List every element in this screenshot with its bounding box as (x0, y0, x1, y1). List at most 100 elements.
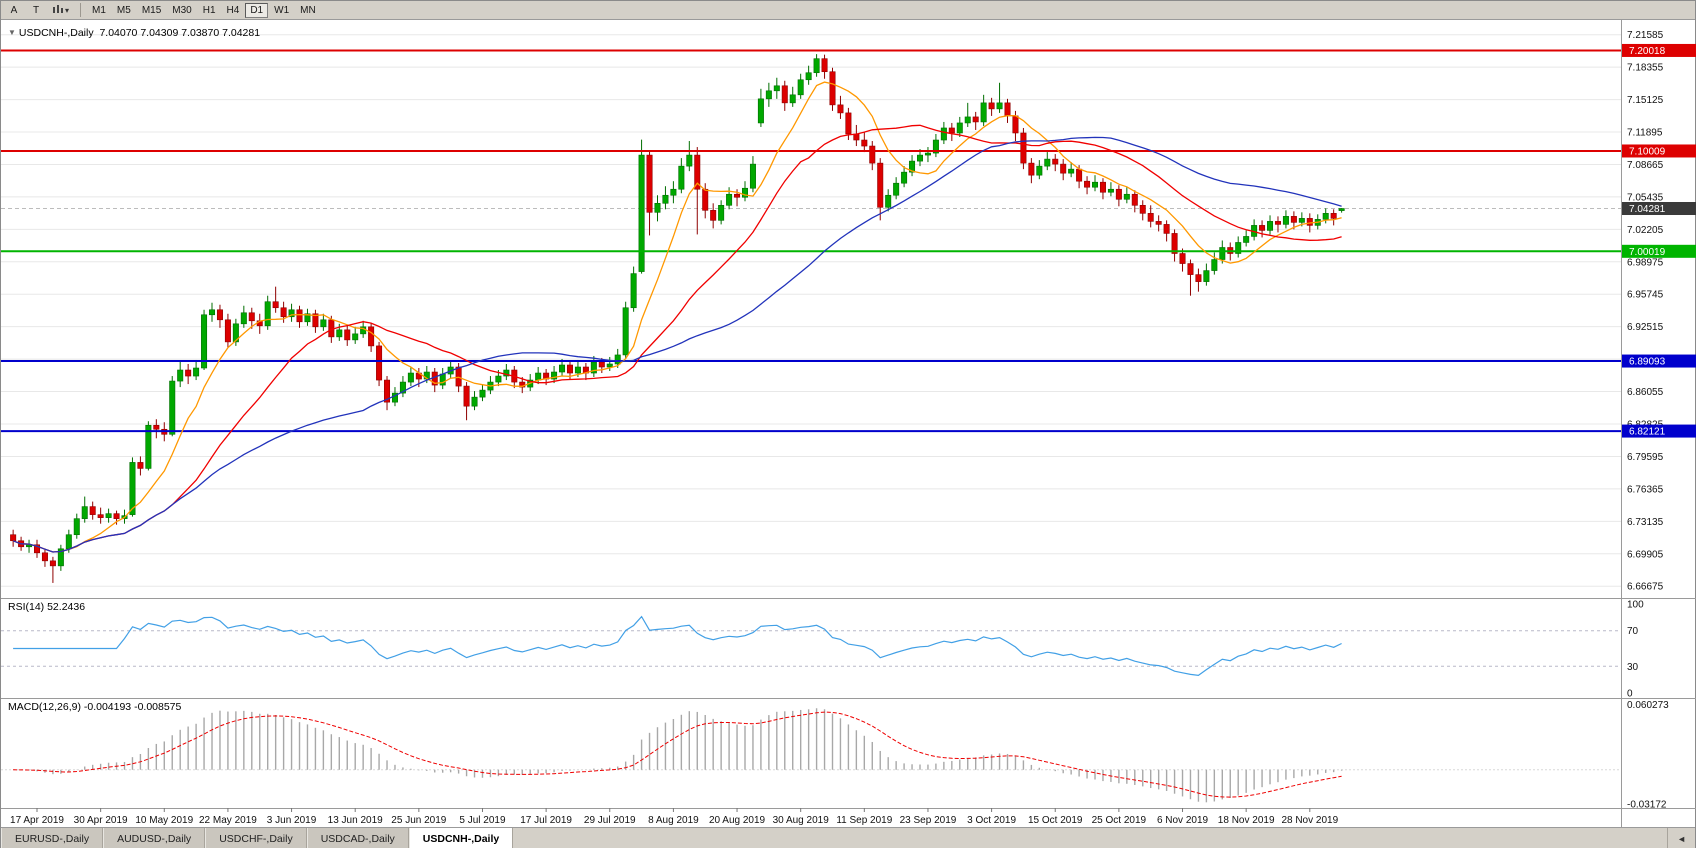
svg-text:6.98975: 6.98975 (1627, 257, 1664, 268)
tab-usdchf[interactable]: USDCHF-,Daily (205, 828, 307, 848)
svg-text:6.89093: 6.89093 (1629, 357, 1666, 368)
timeframe-button-m15[interactable]: M15 (136, 2, 167, 18)
svg-text:6.76365: 6.76365 (1627, 484, 1664, 495)
rsi-indicator-label: RSI(14) 52.2436 (8, 601, 86, 613)
svg-text:7.02205: 7.02205 (1627, 225, 1664, 236)
price-grid (1, 34, 1621, 587)
chart-chrome (1, 20, 1696, 827)
svg-text:-0.03172: -0.03172 (1627, 800, 1667, 811)
ohlc-open: 7.04070 (99, 27, 138, 39)
price-badge-7.00019: 7.00019 (1622, 244, 1696, 258)
rsi-line (13, 615, 1342, 677)
svg-text:7.00019: 7.00019 (1629, 247, 1666, 258)
chart-type-dropdown[interactable]: ▾ (48, 2, 75, 18)
macd-axis: 0.060273 -0.03172 (1627, 700, 1669, 811)
macd-histogram (20, 708, 1343, 803)
svg-text:7.15125: 7.15125 (1627, 95, 1664, 106)
chart-canvas[interactable]: 7.21585 7.18355 7.15125 7.11895 7.08665 7.054… (1, 20, 1696, 827)
tab-scroll-left-button[interactable]: ◄ (1667, 828, 1695, 848)
timeframe-button-d1[interactable]: D1 (245, 2, 269, 18)
svg-text:7.11895: 7.11895 (1627, 128, 1663, 139)
svg-text:29 Jul 2019: 29 Jul 2019 (584, 815, 636, 826)
chart-area[interactable]: 7.21585 7.18355 7.15125 7.11895 7.08665 7.054… (1, 20, 1696, 827)
svg-text:18 Nov 2019: 18 Nov 2019 (1218, 815, 1275, 826)
candlestick-icon (53, 4, 63, 13)
tab-audusd[interactable]: AUDUSD-,Daily (103, 828, 206, 848)
ma-fast-orange-line (12, 81, 1342, 553)
tab-usdcad[interactable]: USDCAD-,Daily (306, 828, 409, 848)
tab-eurusd[interactable]: EURUSD-,Daily (1, 828, 104, 848)
svg-text:25 Oct 2019: 25 Oct 2019 (1092, 815, 1147, 826)
svg-text:15 Oct 2019: 15 Oct 2019 (1028, 815, 1083, 826)
svg-text:7.20018: 7.20018 (1629, 46, 1666, 57)
svg-text:0: 0 (1627, 689, 1633, 700)
svg-text:6.66675: 6.66675 (1627, 582, 1664, 593)
rsi-axis: 100 70 30 0 (1627, 600, 1644, 700)
svg-text:7.21585: 7.21585 (1627, 30, 1664, 41)
svg-text:17 Jul 2019: 17 Jul 2019 (520, 815, 572, 826)
chart-title: ▼ USDCNH-,Daily 7.04070 7.04309 7.03870 7… (8, 27, 260, 39)
svg-text:100: 100 (1627, 600, 1644, 611)
svg-text:0.060273: 0.060273 (1627, 700, 1669, 711)
timeframe-button-mn[interactable]: MN (295, 2, 321, 18)
timeframe-button-m5[interactable]: M5 (111, 2, 136, 18)
price-badge-7.20018: 7.20018 (1622, 43, 1696, 57)
top-toolbar: A T ▾ M1 M5 M15 M30 H1 H4 D1 W1 MN (1, 1, 1695, 20)
svg-text:6.95745: 6.95745 (1627, 290, 1664, 301)
svg-text:6.92515: 6.92515 (1627, 322, 1664, 333)
svg-text:6 Nov 2019: 6 Nov 2019 (1157, 815, 1209, 826)
price-axis[interactable]: 7.21585 7.18355 7.15125 7.11895 7.08665 7.054… (1627, 30, 1664, 592)
chevron-down-icon: ▾ (65, 5, 70, 15)
svg-text:20 Aug 2019: 20 Aug 2019 (709, 815, 766, 826)
price-badge-6.89093: 6.89093 (1622, 354, 1696, 368)
svg-text:13 Jun 2019: 13 Jun 2019 (328, 815, 383, 826)
svg-text:8 Aug 2019: 8 Aug 2019 (648, 815, 699, 826)
svg-text:6.69905: 6.69905 (1627, 549, 1664, 560)
svg-text:3 Jun 2019: 3 Jun 2019 (267, 815, 317, 826)
svg-text:30 Aug 2019: 30 Aug 2019 (773, 815, 830, 826)
svg-text:7.08665: 7.08665 (1627, 160, 1664, 171)
svg-text:25 Jun 2019: 25 Jun 2019 (391, 815, 446, 826)
symbol-tabbar: EURUSD-,Daily AUDUSD-,Daily USDCHF-,Daily U… (1, 827, 1695, 848)
svg-text:6.86055: 6.86055 (1627, 387, 1664, 398)
price-badge-7.10009: 7.10009 (1622, 144, 1696, 158)
ma-mid-red-line (12, 124, 1342, 553)
svg-text:6.79595: 6.79595 (1627, 452, 1664, 463)
timeframe-button-w1[interactable]: W1 (269, 2, 295, 18)
ohlc-low: 7.03870 (181, 27, 220, 39)
candles (10, 54, 1345, 583)
macd-signal-line (13, 711, 1342, 798)
svg-text:30 Apr 2019: 30 Apr 2019 (74, 815, 128, 826)
price-badge-6.82121: 6.82121 (1622, 424, 1696, 438)
ma-slow-blue-line (12, 136, 1342, 553)
svg-text:5 Jul 2019: 5 Jul 2019 (459, 815, 506, 826)
svg-text:6.73135: 6.73135 (1627, 517, 1664, 528)
svg-text:7.04281: 7.04281 (1629, 204, 1666, 215)
svg-text:28 Nov 2019: 28 Nov 2019 (1281, 815, 1338, 826)
macd-indicator-label: MACD(12,26,9) -0.004193 -0.008575 (8, 701, 182, 713)
toolbar-separator (80, 3, 82, 17)
svg-text:23 Sep 2019: 23 Sep 2019 (900, 815, 957, 826)
timeframe-button-h1[interactable]: H1 (197, 2, 221, 18)
text-t-button[interactable]: T (26, 2, 46, 18)
time-axis[interactable]: 17 Apr 2019 30 Apr 2019 10 May 2019 22 May … (10, 808, 1339, 826)
svg-text:10 May 2019: 10 May 2019 (135, 815, 193, 826)
chart-symbol-period: USDCNH-,Daily (18, 27, 94, 39)
cursor-a-button[interactable]: A (4, 2, 24, 18)
chart-dropdown-icon: ▼ (8, 28, 16, 37)
symbol-tabs: EURUSD-,Daily AUDUSD-,Daily USDCHF-,Daily U… (1, 828, 514, 848)
svg-text:22 May 2019: 22 May 2019 (199, 815, 257, 826)
svg-text:30: 30 (1627, 662, 1639, 673)
timeframe-button-m30[interactable]: M30 (167, 2, 197, 18)
svg-text:6.82121: 6.82121 (1629, 427, 1666, 438)
ohlc-high: 7.04309 (140, 27, 179, 39)
tab-usdcnh[interactable]: USDCNH-,Daily (408, 828, 514, 848)
timeframe-button-h4[interactable]: H4 (221, 2, 245, 18)
rsi-levels (1, 630, 1621, 667)
svg-text:3 Oct 2019: 3 Oct 2019 (967, 815, 1016, 826)
timeframe-button-m1[interactable]: M1 (87, 2, 111, 18)
svg-text:17 Apr 2019: 17 Apr 2019 (10, 815, 64, 826)
svg-text:7.10009: 7.10009 (1629, 146, 1666, 157)
svg-text:70: 70 (1627, 626, 1639, 637)
current-price-badge: 7.04281 (1622, 202, 1696, 216)
